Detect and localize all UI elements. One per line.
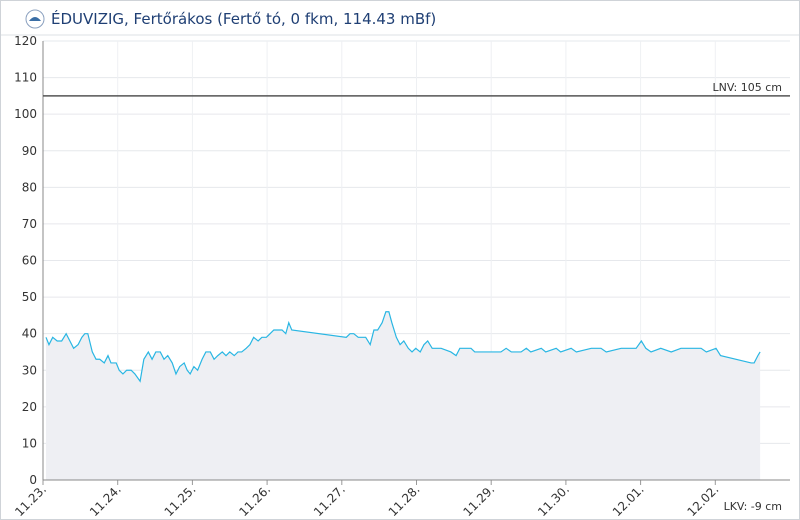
y-tick-label: 120 <box>14 34 37 48</box>
x-tick-label: 11.28. <box>386 482 423 519</box>
line <box>45 311 761 383</box>
logo <box>25 9 45 29</box>
x-tick-label: 11.25. <box>162 482 199 519</box>
y-tick-label: 70 <box>22 217 37 231</box>
x-tick-label: 11.23. <box>12 482 49 519</box>
y-tick-label: 50 <box>22 290 37 304</box>
y-tick-label: 0 <box>29 473 37 487</box>
x-tick-label: 11.30. <box>535 482 572 519</box>
y-tick-label: 20 <box>22 400 37 414</box>
x-tick-label: 11.27. <box>311 482 348 519</box>
x-tick-label: 11.24. <box>87 482 124 519</box>
x-tick-label: 12.02. <box>685 482 722 519</box>
y-tick-label: 40 <box>22 327 37 341</box>
x-tick-label: 11.29. <box>460 482 497 519</box>
area-fill <box>45 311 761 480</box>
chart-title: ÉDUVIZIG, Fertőrákos (Fertő tó, 0 fkm, 1… <box>51 9 436 28</box>
y-tick-label: 60 <box>22 254 37 268</box>
threshold-label: LKV: -9 cm <box>724 500 782 513</box>
y-tick-label: 80 <box>22 180 37 194</box>
x-tick-label: 11.26. <box>236 482 273 519</box>
y-tick-label: 90 <box>22 144 37 158</box>
threshold-label: LNV: 105 cm <box>713 81 782 94</box>
y-tick-label: 30 <box>22 363 37 377</box>
y-tick-label: 110 <box>14 71 37 85</box>
y-tick-label: 100 <box>14 107 37 121</box>
y-tick-label: 10 <box>22 436 37 450</box>
x-tick-label: 12.01. <box>610 482 647 519</box>
